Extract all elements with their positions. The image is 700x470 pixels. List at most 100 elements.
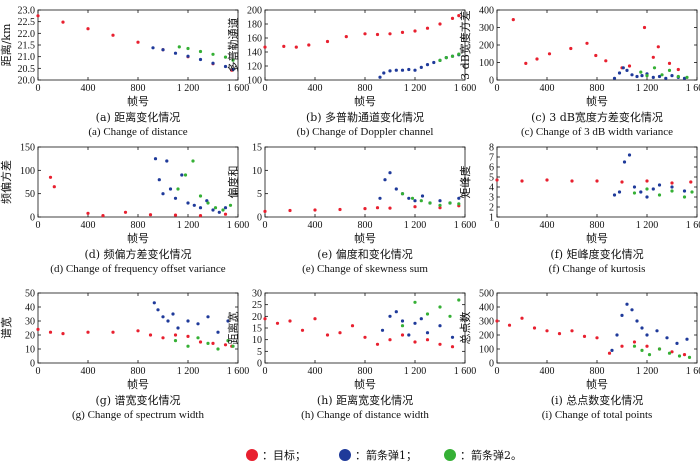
data-point	[676, 74, 680, 79]
data-point	[176, 187, 180, 191]
series-rocket1	[380, 310, 455, 339]
legend-marker-target	[246, 449, 258, 461]
panel-d: 0 400 800 1 200 1 600 0 50 100 150 帧号 频偏方差 (d) 频偏方差…	[0, 143, 249, 276]
data-point	[570, 329, 574, 333]
caption-en: (d) Change of frequency offset variance	[50, 263, 226, 275]
data-point	[186, 201, 190, 205]
data-point	[620, 313, 624, 317]
y-tick-label: 1	[489, 213, 494, 224]
data-point	[325, 333, 330, 337]
data-point	[570, 179, 574, 183]
data-point	[687, 355, 692, 359]
data-point	[682, 189, 687, 193]
data-point	[495, 178, 499, 182]
data-point	[198, 57, 203, 62]
data-point	[639, 70, 643, 74]
x-axis-label: 帧号	[586, 231, 608, 245]
caption-en: (b) Change of Doppler channel	[297, 126, 434, 138]
data-point	[457, 202, 461, 206]
data-point	[450, 335, 455, 339]
data-point	[630, 73, 634, 77]
data-point	[438, 58, 442, 63]
x-tick-label: 0	[36, 366, 41, 377]
y-tick-label: 5	[257, 189, 262, 200]
x-axis-label: 帧号	[127, 94, 149, 108]
data-point	[585, 41, 589, 45]
data-point	[545, 329, 549, 333]
data-point	[675, 341, 679, 345]
legend-label-rocket1: ：箭条弹1；	[355, 448, 417, 462]
x-tick-label: 400	[81, 83, 96, 94]
data-point	[645, 74, 649, 78]
data-point	[206, 315, 210, 319]
data-point	[607, 351, 612, 355]
data-point	[400, 192, 405, 196]
data-point	[632, 340, 637, 344]
data-point	[438, 203, 442, 207]
data-point	[196, 336, 200, 340]
data-point	[450, 345, 455, 349]
data-point	[213, 206, 218, 210]
x-axis-label: 帧号	[354, 231, 376, 245]
plot-frame	[264, 292, 466, 364]
x-tick-label: 1 600	[686, 83, 700, 94]
data-point	[36, 327, 40, 331]
series-target	[263, 14, 461, 49]
caption-cn: (h) 距离宽变化情况	[317, 393, 413, 407]
data-point	[196, 322, 200, 326]
y-tick-label: 140	[247, 48, 262, 59]
data-point	[350, 324, 355, 328]
y-tick-label: 0	[489, 76, 494, 87]
plot-frame	[37, 292, 239, 364]
data-point	[228, 203, 233, 207]
y-axis-label: 总点数	[458, 312, 472, 345]
data-point	[192, 203, 196, 207]
x-tick-label: 1 600	[454, 366, 477, 377]
data-point	[407, 196, 411, 200]
data-point	[632, 344, 637, 348]
data-point	[595, 179, 599, 183]
data-point	[657, 347, 662, 351]
data-point	[173, 333, 178, 337]
data-point	[645, 344, 649, 348]
y-axis-label: 3 dB宽度方差	[458, 10, 472, 80]
y-tick-label: 20.0	[18, 76, 36, 87]
data-point	[425, 331, 430, 335]
series-rocket2	[632, 344, 692, 359]
data-point	[263, 317, 267, 321]
data-point	[206, 341, 210, 345]
data-point	[625, 68, 629, 72]
data-point	[652, 66, 657, 70]
plot-frame	[37, 9, 239, 81]
y-tick-label: 6	[489, 163, 494, 174]
data-point	[388, 32, 392, 36]
series-rocket1	[612, 66, 687, 80]
data-point	[656, 45, 660, 49]
data-point	[161, 336, 165, 340]
data-point	[226, 319, 230, 323]
x-axis-label: 帧号	[354, 377, 376, 391]
data-point	[615, 333, 619, 337]
y-tick-label: 150	[20, 143, 35, 154]
data-point	[375, 342, 380, 346]
y-axis-label: 多普勒通道	[226, 18, 240, 73]
x-tick-label: 400	[540, 83, 555, 94]
legend-marker-rocket2	[444, 449, 456, 461]
x-tick-label: 1 200	[404, 220, 427, 231]
data-point	[211, 52, 215, 56]
y-tick-label: 100	[247, 76, 262, 87]
data-point	[263, 209, 267, 213]
data-point	[495, 319, 499, 323]
data-point	[231, 344, 235, 348]
data-point	[294, 45, 298, 49]
y-tick-label: 7	[489, 153, 494, 164]
data-point	[275, 321, 280, 325]
y-tick-label: 10	[252, 335, 262, 346]
data-point	[161, 192, 165, 196]
data-point	[186, 319, 190, 323]
data-point	[635, 74, 639, 79]
series-rocket2	[632, 187, 694, 199]
x-axis-label: 帧号	[586, 377, 608, 391]
